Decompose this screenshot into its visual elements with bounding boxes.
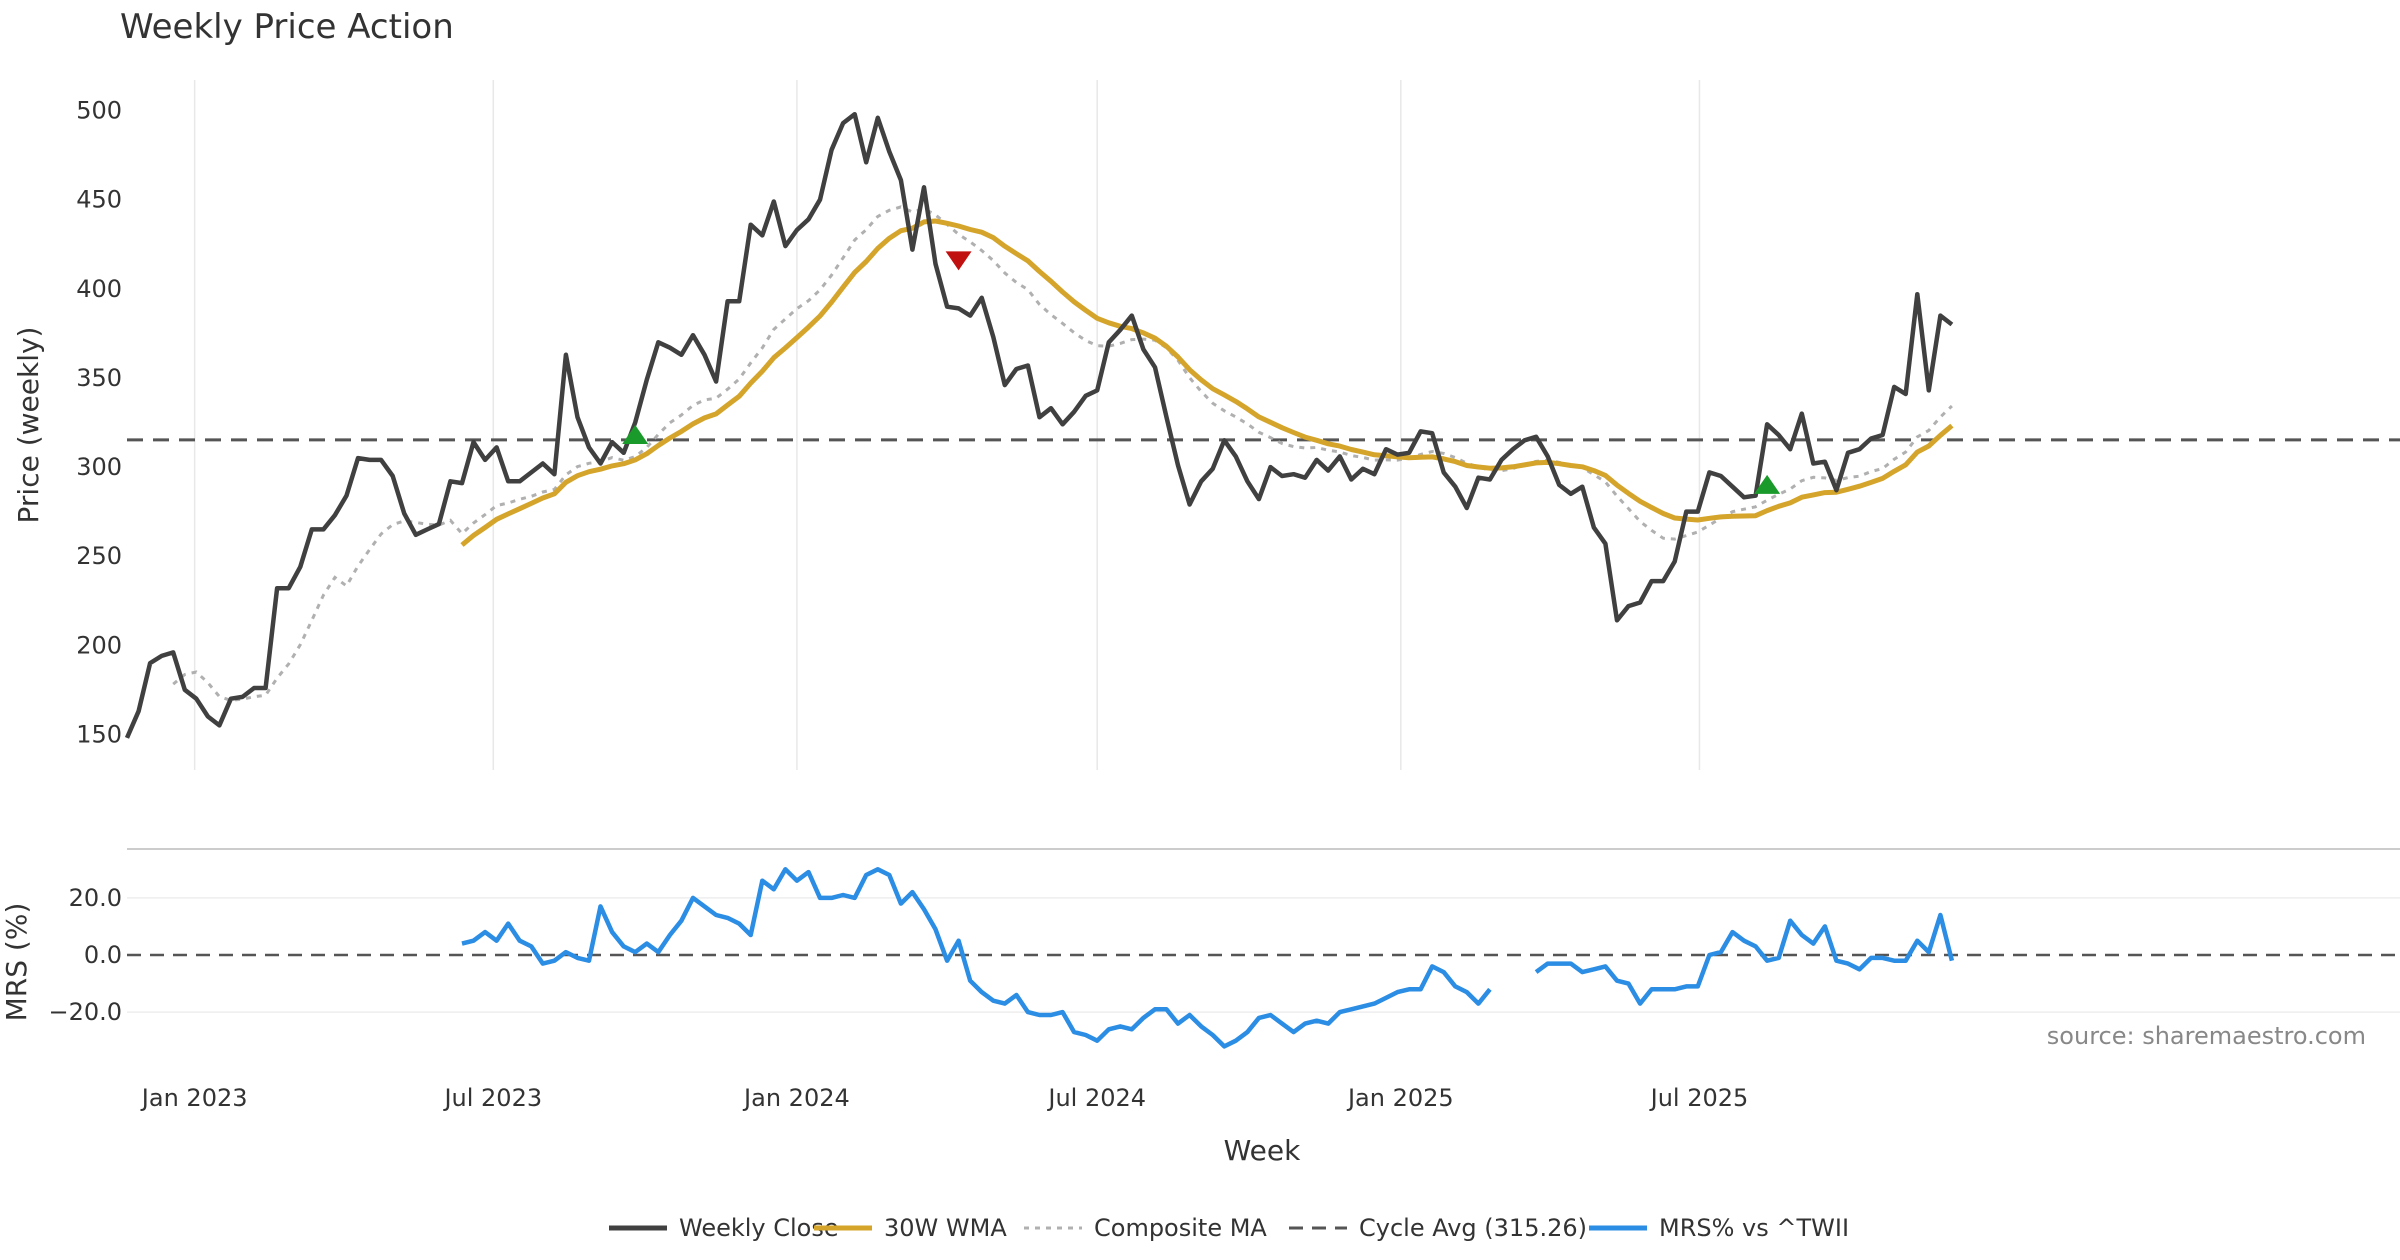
- legend-item-3: Cycle Avg (315.26): [1289, 1214, 1587, 1242]
- mrs-y-label: MRS (%): [0, 903, 33, 1022]
- price-y-tick-4: 350: [76, 364, 122, 392]
- composite-ma-line: [172, 205, 1953, 702]
- x-ticks: Jan 2023 Jul 2023 Jan 2024 Jul 2024 Jan 2025…: [140, 1084, 1748, 1112]
- mrs-y-ticks: 20.0 0.0 −20.0: [48, 884, 122, 1026]
- mrs-y-tick-0: 20.0: [69, 884, 122, 912]
- x-tick-1: Jul 2023: [442, 1084, 542, 1112]
- legend-item-0: Weekly Close: [609, 1214, 839, 1242]
- mrs-line: [461, 867, 1955, 1049]
- price-y-tick-3: 300: [76, 453, 122, 481]
- legend-item-4: MRS% vs ^TWII: [1589, 1214, 1849, 1242]
- sell-signal-0: [945, 251, 972, 271]
- price-y-tick-7: 500: [76, 97, 122, 125]
- signal-markers: [622, 251, 1781, 494]
- x-tick-3: Jul 2024: [1046, 1084, 1146, 1112]
- price-y-tick-6: 450: [76, 186, 122, 214]
- price-y-ticks: 150 200 250 300 350 400 450 500: [76, 97, 122, 749]
- price-y-tick-2: 250: [76, 542, 122, 570]
- legend-label-1: 30W WMA: [884, 1214, 1007, 1242]
- price-y-tick-0: 150: [76, 720, 122, 748]
- chart-title: Weekly Price Action: [120, 7, 454, 47]
- mrs-lines: [127, 867, 2400, 1049]
- weekly-close-line: [124, 111, 1954, 739]
- legend-label-0: Weekly Close: [679, 1214, 839, 1242]
- wma30-line: [460, 218, 1954, 547]
- price-y-tick-1: 200: [76, 631, 122, 659]
- x-tick-5: Jul 2025: [1649, 1084, 1749, 1112]
- price-grid: [193, 80, 1701, 770]
- legend-label-2: Composite MA: [1094, 1214, 1267, 1242]
- legend-item-1: 30W WMA: [814, 1214, 1007, 1242]
- mrs-y-tick-1: 0.0: [84, 941, 122, 969]
- legend-item-2: Composite MA: [1024, 1214, 1267, 1242]
- price-lines: [124, 111, 2400, 739]
- x-axis-label: Week: [1224, 1134, 1301, 1167]
- price-y-label: Price (weekly): [12, 327, 45, 524]
- buy-signal-0: [622, 424, 649, 444]
- buy-signal-1: [1754, 474, 1781, 494]
- legend-label-4: MRS% vs ^TWII: [1659, 1214, 1849, 1242]
- price-y-tick-5: 400: [76, 275, 122, 303]
- x-tick-0: Jan 2023: [140, 1084, 248, 1112]
- source-note: source: sharemaestro.com: [2047, 1022, 2366, 1050]
- mrs-grid: [127, 897, 2400, 1013]
- x-tick-4: Jan 2025: [1346, 1084, 1454, 1112]
- x-tick-2: Jan 2024: [742, 1084, 850, 1112]
- legend: Weekly Close 30W WMA Composite MA Cycle Avg…: [609, 1214, 1849, 1242]
- legend-label-3: Cycle Avg (315.26): [1359, 1214, 1587, 1242]
- mrs-y-tick-2: −20.0: [48, 998, 122, 1026]
